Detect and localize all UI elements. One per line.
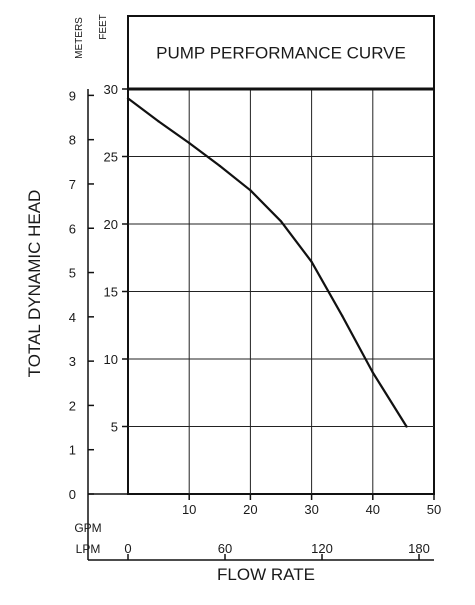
lpm-tick-label: 120 — [311, 541, 333, 556]
lpm-tick-label: 60 — [218, 541, 232, 556]
curve-point — [188, 141, 191, 145]
gpm-tick-label: 40 — [366, 502, 380, 517]
feet-tick-label: 5 — [111, 420, 118, 435]
meters-tick-label: 9 — [69, 88, 76, 103]
y-axis-title: TOTAL DYNAMIC HEAD — [25, 190, 44, 378]
gpm-tick-label: 50 — [427, 502, 441, 517]
feet-axis-label: FEET — [98, 14, 109, 40]
feet-tick-label: 25 — [104, 150, 118, 165]
gpm-tick-label: 10 — [182, 502, 196, 517]
lpm-axis-label: LPM — [76, 542, 101, 556]
chart-title: PUMP PERFORMANCE CURVE — [156, 44, 406, 63]
gpm-axis-label: GPM — [74, 521, 101, 535]
feet-tick-label: 15 — [104, 285, 118, 300]
meters-tick-label: 6 — [69, 221, 76, 236]
curve-point — [218, 164, 221, 168]
curve-point — [126, 97, 130, 100]
feet-tick-label: 20 — [104, 217, 118, 232]
feet-tick-label: 10 — [104, 352, 118, 367]
curve-point — [371, 371, 374, 374]
meters-axis-label: METERS — [74, 17, 85, 59]
meters-tick-label: 8 — [69, 133, 76, 148]
meters-tick-label: 7 — [69, 177, 76, 192]
x-axis-title: FLOW RATE — [217, 565, 315, 584]
feet-tick-label: 30 — [104, 82, 118, 97]
lpm-tick-label: 180 — [408, 541, 430, 556]
performance-curve-line — [126, 97, 408, 428]
curve-point — [279, 220, 283, 223]
gpm-tick-label: 30 — [304, 502, 318, 517]
curve-point — [310, 260, 313, 263]
meters-tick-label: 4 — [69, 310, 76, 325]
curve-point — [249, 189, 252, 192]
meters-tick-label: 2 — [69, 398, 76, 413]
curve-point — [341, 314, 344, 317]
curve-point — [157, 120, 160, 123]
meters-tick-label: 3 — [69, 354, 76, 369]
title-box — [127, 15, 435, 90]
meters-tick-label: 0 — [69, 487, 76, 502]
meters-tick-label: 1 — [69, 443, 76, 458]
lpm-tick-label: 0 — [124, 541, 131, 556]
curve-point — [405, 425, 408, 428]
meters-tick-label: 5 — [69, 266, 76, 281]
gpm-tick-label: 20 — [243, 502, 257, 517]
